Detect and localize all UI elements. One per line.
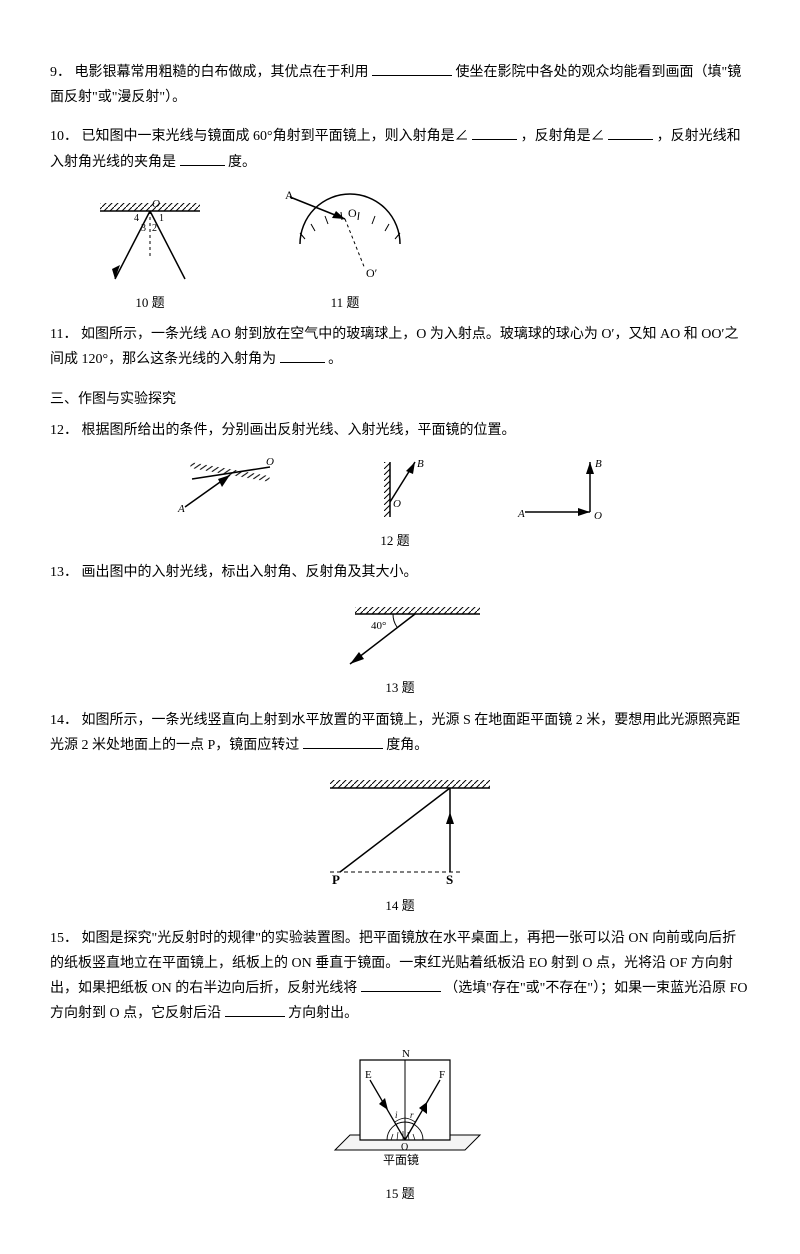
q13-text: 画出图中的入射光线，标出入射角、反射角及其大小。 [82, 565, 418, 580]
figure-row-10-11: O 1 2 3 4 10 题 A O O′ 11 题 [90, 189, 750, 314]
fig15-caption: 15 题 [315, 1182, 485, 1205]
svg-text:40°: 40° [371, 620, 386, 632]
section-3-heading: 三、作图与实验探究 [50, 387, 750, 412]
svg-text:O′: O′ [366, 266, 378, 280]
figure-11: A O O′ 11 题 [270, 189, 420, 314]
fig10-caption: 10 题 [90, 291, 210, 314]
q14-blank[interactable] [303, 734, 383, 749]
svg-text:N: N [402, 1048, 410, 1060]
svg-text:P: P [332, 872, 340, 887]
figure-row-13: 40° 13 题 [50, 599, 750, 699]
q12-num: 12． [50, 423, 78, 438]
svg-text:O: O [348, 206, 357, 220]
figure-12a: O A [170, 457, 280, 552]
svg-text:O: O [266, 457, 274, 468]
svg-text:A: A [177, 503, 185, 515]
q10-blank-2[interactable] [608, 125, 653, 140]
svg-text:E: E [365, 1069, 372, 1081]
fig14-caption: 14 题 [300, 894, 500, 917]
q9-num: 9． [50, 65, 71, 80]
question-13: 13． 画出图中的入射光线，标出入射角、反射角及其大小。 [50, 560, 750, 585]
svg-text:4: 4 [134, 213, 139, 224]
svg-text:O: O [401, 1142, 408, 1153]
svg-text:r: r [410, 1110, 414, 1120]
fig13-caption: 13 题 [315, 676, 485, 699]
q11-text-a: 如图所示，一条光线 AO 射到放在空气中的玻璃球上，O 为入射点。玻璃球的球心为… [50, 327, 739, 367]
svg-text:B: B [417, 458, 424, 470]
q10-text-d: 度。 [228, 155, 256, 170]
svg-text:A: A [285, 189, 294, 202]
svg-text:2: 2 [152, 223, 157, 234]
q9-text-a: 电影银幕常用粗糙的白布做成，其优点在于利用 [75, 65, 369, 80]
q10-text-b: ，反射角是∠ [521, 129, 605, 144]
figure-row-12: O A O B 12 题 A O B [50, 457, 750, 552]
svg-text:S: S [446, 872, 453, 887]
figure-15: E N F i r O 平面镜 15 题 [315, 1040, 485, 1205]
svg-text:平面镜: 平面镜 [383, 1152, 419, 1167]
q11-num: 11． [50, 327, 77, 342]
svg-text:O: O [393, 498, 401, 510]
q15-num: 15． [50, 931, 78, 946]
figure-12c: A O B [510, 457, 630, 552]
figure-14: P S 14 题 [300, 772, 500, 917]
q11-blank[interactable] [280, 348, 325, 363]
question-15: 15． 如图是探究"光反射时的规律"的实验装置图。把平面镜放在水平桌面上，再把一… [50, 926, 750, 1027]
question-14: 14． 如图所示，一条光线竖直向上射到水平放置的平面镜上，光源 S 在地面距平面… [50, 708, 750, 758]
svg-text:O: O [152, 198, 160, 210]
figure-row-15: E N F i r O 平面镜 15 题 [50, 1040, 750, 1205]
q9-blank[interactable] [372, 61, 452, 76]
q14-text-b: 度角。 [386, 738, 428, 753]
figure-13: 40° 13 题 [315, 599, 485, 699]
question-9: 9． 电影银幕常用粗糙的白布做成，其优点在于利用 使坐在影院中各处的观众均能看到… [50, 60, 750, 110]
q15-blank-1[interactable] [361, 977, 441, 992]
q10-text-a: 已知图中一束光线与镜面成 60°角射到平面镜上，则入射角是∠ [82, 129, 469, 144]
figure-row-14: P S 14 题 [50, 772, 750, 917]
q15-blank-2[interactable] [225, 1002, 285, 1017]
question-11: 11． 如图所示，一条光线 AO 射到放在空气中的玻璃球上，O 为入射点。玻璃球… [50, 322, 750, 372]
svg-text:B: B [595, 458, 602, 470]
q14-num: 14． [50, 713, 78, 728]
fig12-caption: 12 题 [360, 529, 430, 552]
svg-text:O: O [594, 510, 602, 522]
q12-text: 根据图所给出的条件，分别画出反射光线、入射光线，平面镜的位置。 [82, 423, 516, 438]
question-10: 10． 已知图中一束光线与镜面成 60°角射到平面镜上，则入射角是∠ ，反射角是… [50, 124, 750, 174]
svg-text:1: 1 [159, 213, 164, 224]
svg-text:F: F [439, 1069, 445, 1081]
q13-num: 13． [50, 565, 78, 580]
q10-blank-1[interactable] [472, 125, 517, 140]
svg-text:3: 3 [141, 223, 146, 234]
q10-blank-3[interactable] [180, 151, 225, 166]
question-12: 12． 根据图所给出的条件，分别画出反射光线、入射光线，平面镜的位置。 [50, 418, 750, 443]
fig11-caption: 11 题 [270, 291, 420, 314]
q11-text-b: 。 [328, 352, 342, 367]
q10-num: 10． [50, 129, 78, 144]
q15-text-c: 方向射出。 [288, 1006, 358, 1021]
figure-10: O 1 2 3 4 10 题 [90, 189, 210, 314]
svg-text:A: A [517, 508, 525, 520]
figure-12b: O B 12 题 [360, 457, 430, 552]
